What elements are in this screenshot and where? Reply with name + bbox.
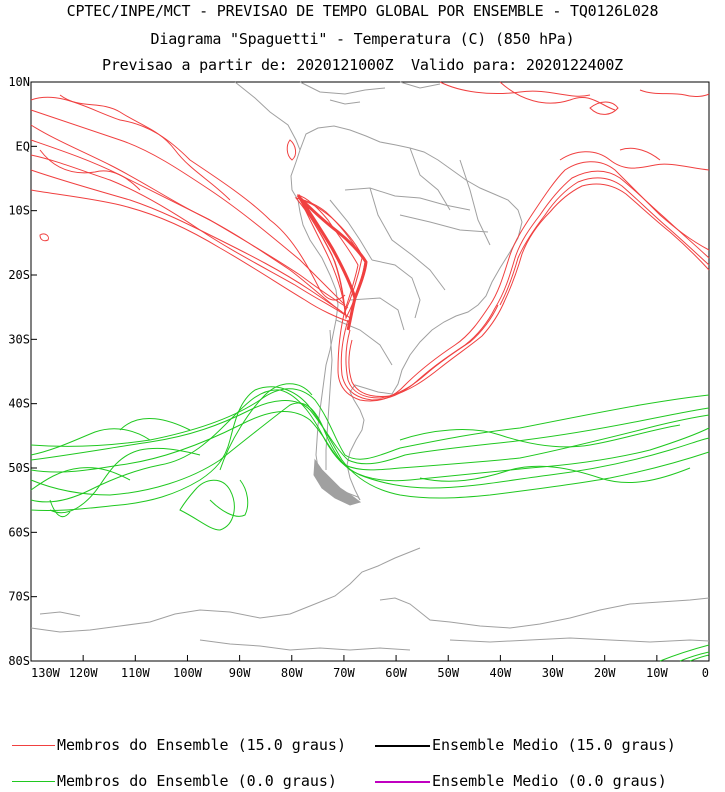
lat-tick-label: 80S bbox=[8, 654, 30, 668]
legend-cold-mean-label: Ensemble Medio (0.0 graus) bbox=[432, 772, 667, 790]
lon-tick-label: 30W bbox=[542, 666, 564, 680]
legend-warm-members-label: Membros do Ensemble (15.0 graus) bbox=[57, 736, 346, 754]
lon-tick-label: 10W bbox=[646, 666, 668, 680]
lat-tick-label: 40S bbox=[8, 397, 30, 411]
lon-tick-label: 70W bbox=[333, 666, 355, 680]
lon-tick-label: 110W bbox=[121, 666, 151, 680]
lon-tick-label: 40W bbox=[490, 666, 512, 680]
lat-tick-label: 60S bbox=[8, 525, 30, 539]
lon-tick-label: 90W bbox=[229, 666, 251, 680]
lat-tick-label: 10N bbox=[8, 75, 30, 89]
legend-cold-members-line bbox=[12, 781, 55, 782]
spaghetti-map: 10N EQ 10S 20S 30S 40S 50S 60S 70S 80S 130W 120W 11… bbox=[8, 75, 710, 680]
legend-warm-mean-line bbox=[375, 745, 430, 747]
cold-ensemble-members bbox=[30, 383, 710, 662]
lon-tick-label: 120W bbox=[69, 666, 99, 680]
header-title-line1: CPTEC/INPE/MCT - PREVISAO DE TEMPO GLOBA… bbox=[66, 2, 659, 20]
coastlines bbox=[30, 81, 710, 651]
legend-cold-mean-line bbox=[375, 781, 430, 783]
legend-cold-members-label: Membros do Ensemble (0.0 graus) bbox=[57, 772, 337, 790]
warm-ensemble-members bbox=[30, 81, 710, 402]
lon-tick-label: 20W bbox=[594, 666, 616, 680]
lon-axis: 130W 120W 110W 100W 90W 80W 70W 60W 50W 40W 30W 20W… bbox=[30, 655, 710, 680]
lat-tick-label: 20S bbox=[8, 268, 30, 282]
lon-tick-label: 50W bbox=[437, 666, 459, 680]
lat-tick-label: 10S bbox=[8, 204, 30, 218]
lat-axis: 10N EQ 10S 20S 30S 40S 50S 60S 70S 80S bbox=[8, 75, 37, 668]
lon-tick-label: 100W bbox=[173, 666, 203, 680]
lon-tick-label: 130W bbox=[31, 666, 61, 680]
lat-tick-label: 30S bbox=[8, 332, 30, 346]
header-title-line2: Diagrama "Spaguetti" - Temperatura (C) (… bbox=[150, 30, 575, 48]
lon-tick-label: 80W bbox=[281, 666, 303, 680]
warm-ensemble-mean-line bbox=[296, 194, 368, 331]
lat-tick-label: 50S bbox=[8, 461, 30, 475]
map-frame bbox=[30, 81, 710, 662]
header-title-line3: Previsao a partir de: 2020121000Z Valido… bbox=[101, 56, 623, 74]
lon-tick-label: 60W bbox=[385, 666, 407, 680]
legend-warm-members-line bbox=[12, 745, 55, 746]
lat-tick-label: 70S bbox=[8, 590, 30, 604]
legend-warm-mean-label: Ensemble Medio (15.0 graus) bbox=[432, 736, 676, 754]
lon-tick-label: 0 bbox=[702, 666, 709, 680]
lat-tick-label: EQ bbox=[16, 139, 30, 153]
